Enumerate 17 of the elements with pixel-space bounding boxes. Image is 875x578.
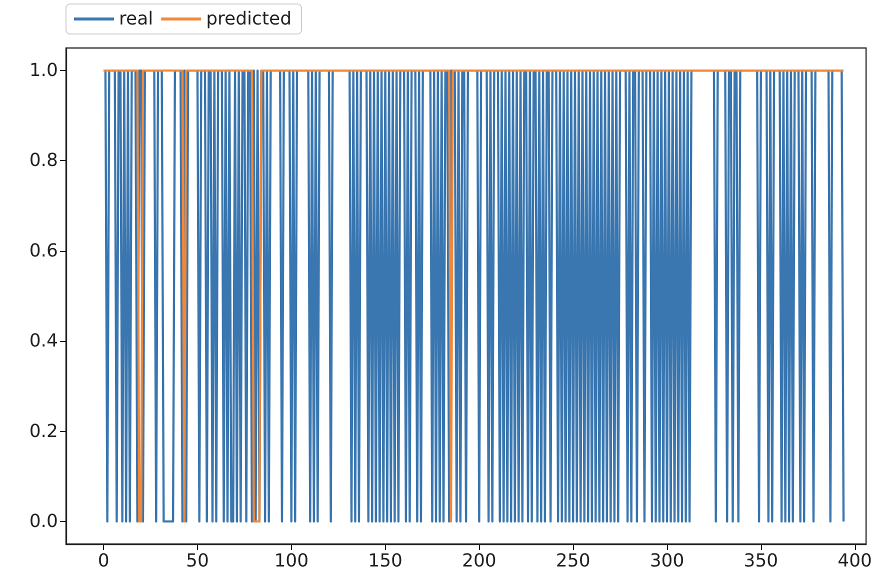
- x-tick-label: 250: [556, 550, 590, 572]
- y-tick-label: 0.2: [29, 420, 58, 442]
- x-tick-label: 150: [368, 550, 402, 572]
- x-tick-label: 400: [838, 550, 872, 572]
- x-tick-label: 350: [744, 550, 778, 572]
- y-tick-label: 0.6: [29, 240, 58, 262]
- legend-label: real: [119, 8, 154, 30]
- legend-label: predicted: [206, 8, 292, 30]
- y-tick-label: 0.0: [29, 510, 58, 532]
- x-tick-label: 100: [274, 550, 309, 572]
- x-tick-label: 300: [650, 550, 684, 572]
- x-tick-label: 0: [98, 550, 110, 572]
- y-tick-label: 0.8: [29, 150, 58, 172]
- x-tick-label: 200: [462, 550, 496, 572]
- y-tick-label: 1.0: [29, 60, 58, 82]
- y-tick-label: 0.4: [29, 330, 58, 352]
- x-tick-label: 50: [186, 550, 209, 572]
